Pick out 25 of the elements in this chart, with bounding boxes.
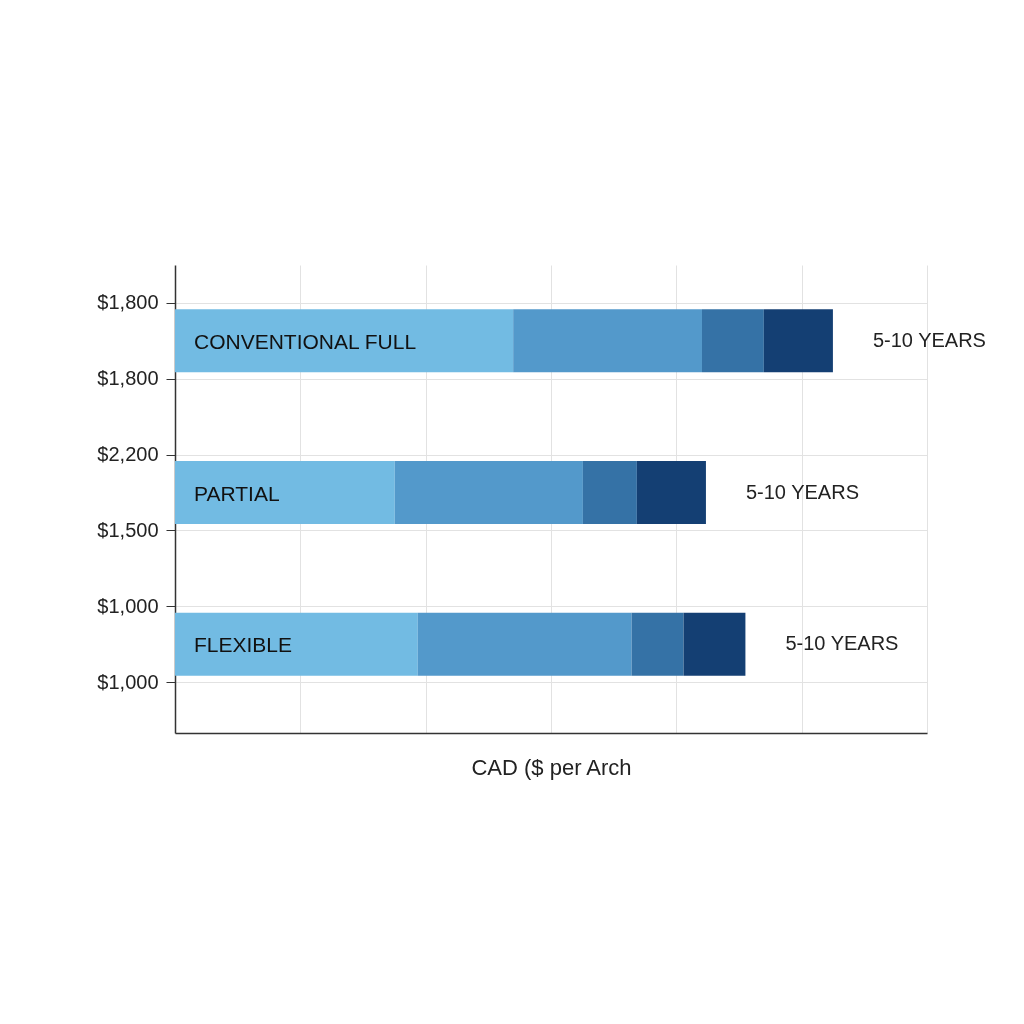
x-axis-title: CAD ($ per Arch	[471, 754, 632, 780]
bar	[636, 461, 706, 525]
bar	[417, 612, 632, 676]
bar	[763, 309, 833, 373]
bar	[513, 309, 702, 373]
text: $1,000	[97, 670, 159, 693]
bar	[683, 612, 746, 676]
y-tick-label: PARTIAL	[194, 481, 280, 505]
y-tick-label: CONVENTIONAL FULL	[194, 329, 417, 353]
text: $1,000	[97, 594, 159, 617]
y-tick-label: FLEXIBLE	[194, 633, 293, 657]
total-label: 5-10 YEARS	[872, 328, 986, 351]
total-label: 5-10 YEARS	[745, 480, 859, 503]
bar	[394, 461, 583, 525]
bar	[582, 461, 637, 525]
bar	[631, 612, 684, 676]
total-label: 5-10 YEARS	[785, 632, 899, 655]
text: $1,500	[97, 518, 159, 541]
bar	[175, 612, 418, 676]
text: $2,200	[97, 443, 159, 466]
text: $1,800	[97, 291, 159, 314]
bar	[701, 309, 764, 373]
text: $1,800	[97, 367, 159, 390]
bar	[175, 309, 514, 373]
bar	[175, 461, 395, 525]
